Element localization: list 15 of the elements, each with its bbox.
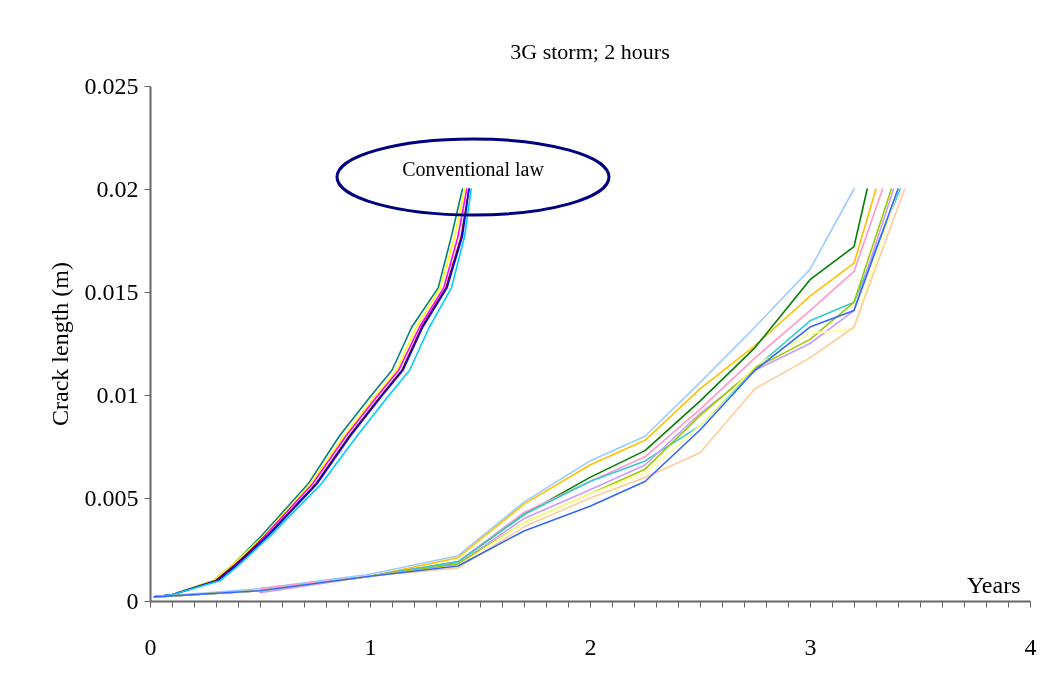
x-tick-label: 2 [584, 633, 597, 660]
y-tick-label: 0.01 [96, 381, 139, 408]
x-tick-label: 0 [144, 633, 157, 660]
y-tick-label: 0.025 [84, 72, 139, 99]
y-tick-label: 0.02 [96, 175, 139, 202]
x-tick-label: 3 [804, 633, 817, 660]
y-tick-label: 0.015 [84, 278, 139, 305]
x-axis-title: Years [966, 571, 1021, 598]
y-axis-title: Crack length (m) [46, 262, 73, 426]
x-tick-label: 4 [1024, 633, 1037, 660]
y-tick-label: 0.005 [84, 484, 139, 511]
annotation: Conventional law [402, 157, 544, 181]
x-tick-label: 1 [364, 633, 377, 660]
y-tick-label: 0 [126, 587, 139, 614]
chart-title: 3G storm; 2 hours [510, 39, 670, 64]
